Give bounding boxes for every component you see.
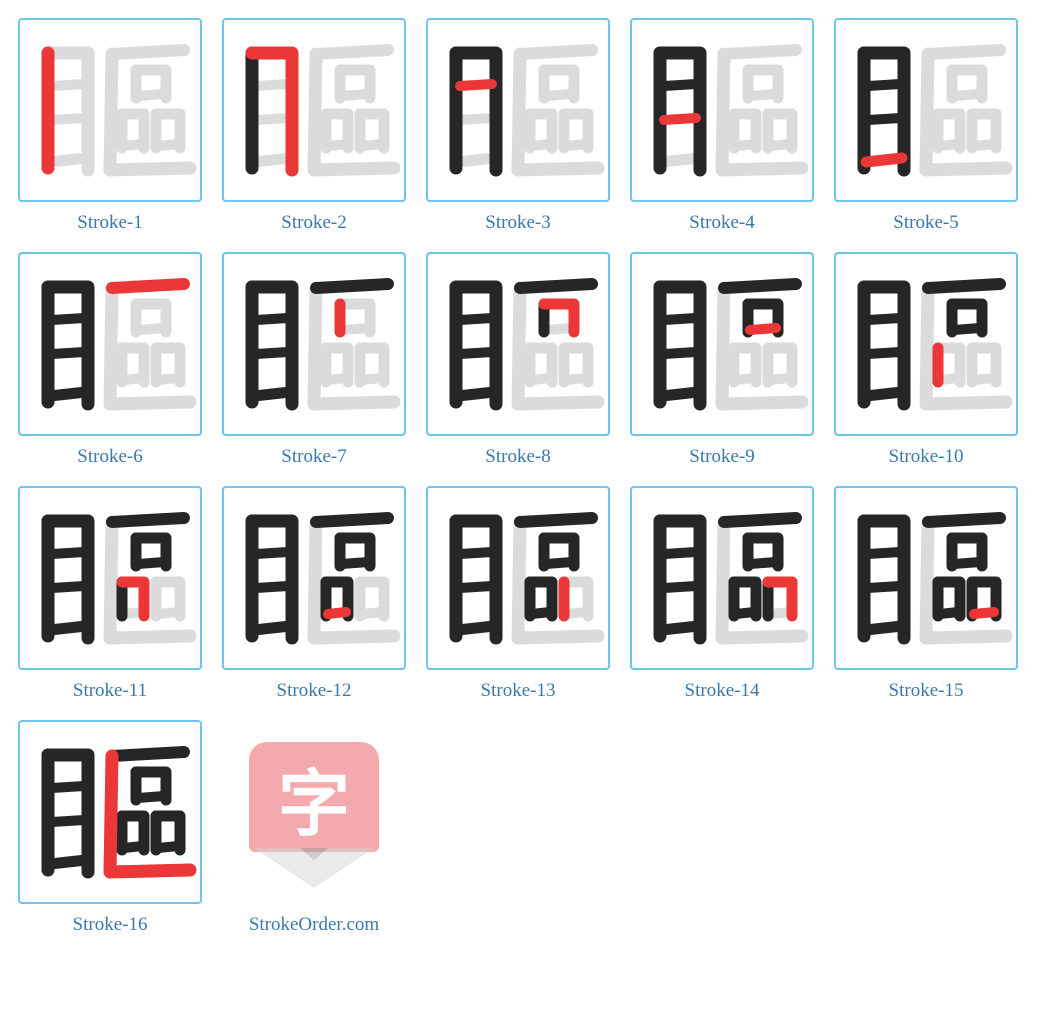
stroke-label: Stroke-9	[689, 446, 754, 468]
stroke-cell: Stroke-6	[18, 252, 202, 468]
stroke-label: Stroke-10	[889, 446, 964, 468]
stroke-tile	[630, 486, 814, 670]
stroke-cell: Stroke-10	[834, 252, 1018, 468]
stroke-tile	[630, 18, 814, 202]
stroke-tile	[222, 252, 406, 436]
stroke-label: Stroke-1	[77, 212, 142, 234]
stroke-cell: Stroke-1	[18, 18, 202, 234]
stroke-tile	[834, 486, 1018, 670]
stroke-label: Stroke-12	[277, 680, 352, 702]
pencil-icon	[254, 848, 374, 888]
stroke-label: Stroke-11	[73, 680, 147, 702]
brand-glyph-icon: 字	[249, 742, 379, 852]
stroke-cell: Stroke-3	[426, 18, 610, 234]
stroke-cell: Stroke-16	[18, 720, 202, 936]
stroke-tile	[18, 252, 202, 436]
stroke-cell: Stroke-15	[834, 486, 1018, 702]
stroke-tile	[426, 486, 610, 670]
stroke-order-grid: Stroke-1 Stroke-2 Stroke-3 Stroke-4 Stroke-5…	[18, 18, 1038, 936]
stroke-label: Stroke-16	[73, 914, 148, 936]
stroke-label: Stroke-2	[281, 212, 346, 234]
stroke-label: Stroke-7	[281, 446, 346, 468]
stroke-label: Stroke-5	[893, 212, 958, 234]
stroke-cell: Stroke-5	[834, 18, 1018, 234]
stroke-tile	[222, 486, 406, 670]
stroke-label: Stroke-14	[685, 680, 760, 702]
stroke-tile	[426, 252, 610, 436]
stroke-cell: Stroke-4	[630, 18, 814, 234]
stroke-label: Stroke-13	[481, 680, 556, 702]
stroke-tile	[426, 18, 610, 202]
stroke-tile	[18, 486, 202, 670]
stroke-label: Stroke-6	[77, 446, 142, 468]
stroke-cell: Stroke-12	[222, 486, 406, 702]
stroke-tile	[834, 18, 1018, 202]
stroke-label: Stroke-3	[485, 212, 550, 234]
stroke-cell: Stroke-13	[426, 486, 610, 702]
stroke-label: Stroke-8	[485, 446, 550, 468]
stroke-tile	[630, 252, 814, 436]
stroke-tile	[18, 18, 202, 202]
stroke-tile	[834, 252, 1018, 436]
stroke-cell: Stroke-9	[630, 252, 814, 468]
brand-glyph-char: 字	[278, 745, 350, 850]
stroke-cell: Stroke-11	[18, 486, 202, 702]
brand-label: StrokeOrder.com	[249, 914, 379, 936]
brand-logo: 字	[222, 720, 406, 904]
stroke-tile	[222, 18, 406, 202]
stroke-cell: Stroke-7	[222, 252, 406, 468]
stroke-cell: Stroke-8	[426, 252, 610, 468]
stroke-label: Stroke-15	[889, 680, 964, 702]
stroke-cell: Stroke-14	[630, 486, 814, 702]
brand-cell: 字 StrokeOrder.com	[222, 720, 406, 936]
stroke-label: Stroke-4	[689, 212, 754, 234]
stroke-tile	[18, 720, 202, 904]
stroke-cell: Stroke-2	[222, 18, 406, 234]
